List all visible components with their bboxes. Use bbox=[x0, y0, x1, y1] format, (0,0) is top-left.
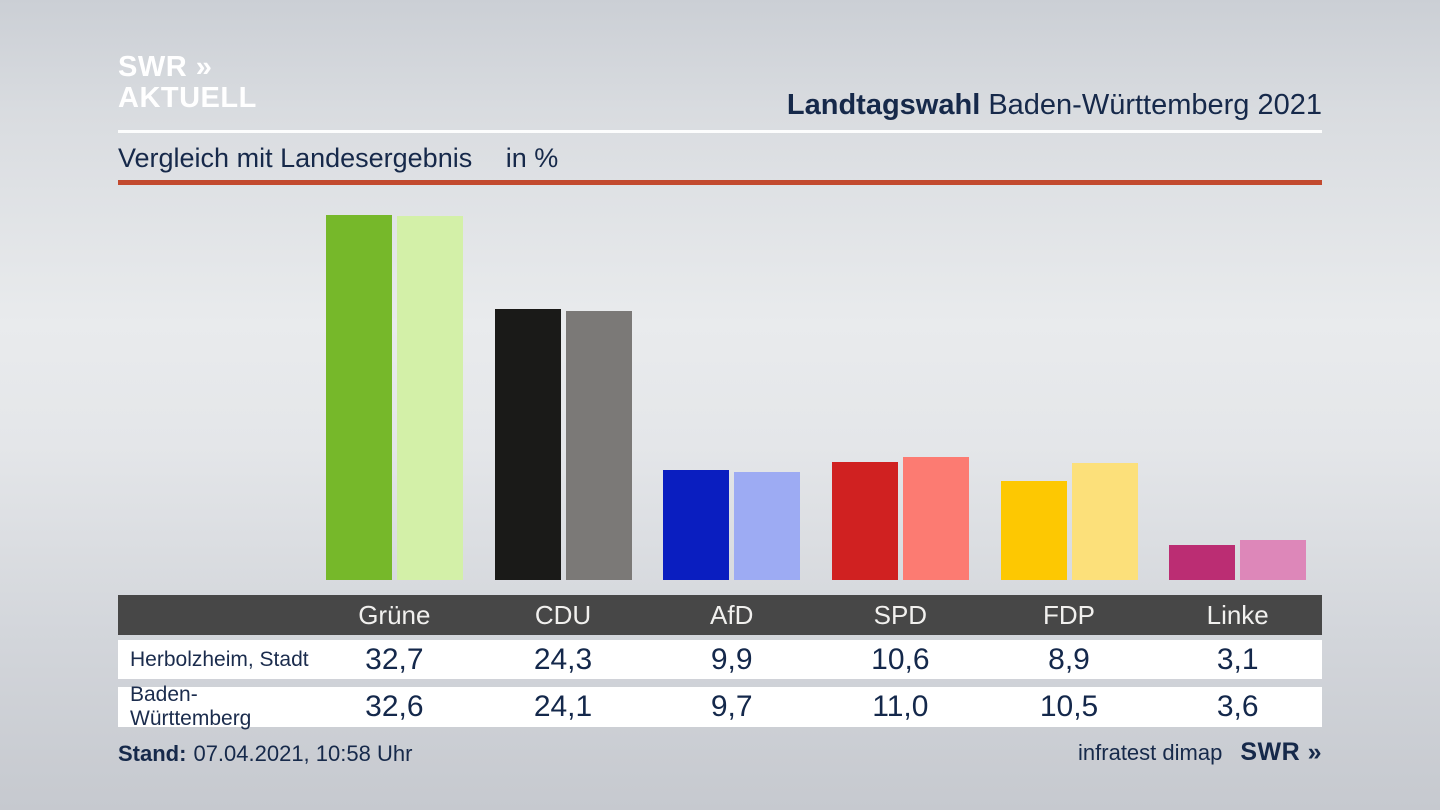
page-title-bold: Landtagswahl bbox=[786, 89, 981, 121]
party-header-fdp: FDP bbox=[1043, 599, 1096, 630]
party-header-afd: AfD bbox=[710, 599, 754, 630]
value-state-cdu: 24,1 bbox=[533, 690, 593, 723]
value-city-grüne: 32,7 bbox=[365, 642, 424, 676]
value-state-grüne: 32,6 bbox=[365, 690, 424, 723]
bar-state-spd bbox=[902, 457, 969, 580]
value-city-afd: 9,9 bbox=[710, 642, 753, 676]
bar-group-cdu bbox=[479, 190, 648, 580]
table-header-row: Grüne CDU AfD SPD FDP Linke bbox=[118, 595, 1322, 635]
value-city-cdu: 24,3 bbox=[533, 642, 593, 676]
stand-value: 07.04.2021, 10:58 Uhr bbox=[193, 741, 413, 766]
value-city-linke: 3,1 bbox=[1216, 642, 1259, 676]
bar-city-cdu bbox=[494, 308, 561, 580]
swr-logo: SWR » bbox=[1240, 738, 1322, 766]
subtitle-text: Vergleich mit Landesergebnis bbox=[118, 143, 473, 173]
stand-timestamp: Stand: 07.04.2021, 10:58 Uhr bbox=[118, 741, 412, 767]
value-state-fdp: 10,5 bbox=[1039, 690, 1099, 723]
value-city-spd: 10,6 bbox=[871, 642, 930, 676]
accent-divider bbox=[118, 180, 1322, 185]
bar-group-afd bbox=[647, 190, 816, 580]
bar-city-afd bbox=[663, 469, 730, 580]
row-label-state: Baden-Württemberg bbox=[130, 683, 252, 730]
bar-group-grüne bbox=[310, 190, 479, 580]
bar-state-grüne bbox=[396, 216, 463, 580]
stand-label: Stand: bbox=[118, 741, 187, 766]
bar-city-spd bbox=[831, 461, 898, 580]
value-state-linke: 3,6 bbox=[1216, 690, 1259, 723]
bar-group-fdp bbox=[985, 190, 1154, 580]
value-state-spd: 11,0 bbox=[872, 690, 929, 723]
party-header-cdu: CDU bbox=[534, 599, 592, 630]
bar-state-linke bbox=[1240, 539, 1307, 580]
value-state-afd: 9,7 bbox=[710, 690, 753, 723]
swr-aktuell-logo: SWR » AKTUELL bbox=[118, 52, 257, 114]
header-divider bbox=[118, 130, 1322, 133]
page-title-rest: Baden-Württemberg 2021 bbox=[988, 89, 1322, 121]
source-name: infratest dimap bbox=[1078, 740, 1223, 765]
party-header-spd: SPD bbox=[873, 599, 928, 630]
subtitle-unit: in % bbox=[505, 143, 559, 173]
source-attribution: infratest dimap SWR » bbox=[1078, 738, 1322, 767]
bar-city-grüne bbox=[325, 215, 392, 580]
bar-group-linke bbox=[1153, 190, 1322, 580]
bar-state-fdp bbox=[1071, 462, 1138, 580]
party-header-grüne: Grüne bbox=[358, 599, 431, 630]
party-header-linke: Linke bbox=[1206, 599, 1269, 630]
logo-line-1: SWR » bbox=[118, 51, 213, 83]
table-row-city: Herbolzheim, Stadt 32,7 24,3 9,9 10,6 8,9 3,1 bbox=[118, 640, 1322, 679]
bar-city-linke bbox=[1169, 545, 1236, 580]
page-title: Landtagswahl Baden-Württemberg 2021 bbox=[787, 89, 1322, 122]
bar-city-fdp bbox=[1000, 480, 1067, 580]
chart-subtitle: Vergleich mit Landesergebnis in % bbox=[118, 143, 558, 174]
bar-group-spd bbox=[816, 190, 985, 580]
table-row-state: Baden-Württemberg 32,6 24,1 9,7 11,0 10,5 3,6 bbox=[118, 683, 1322, 730]
bar-state-afd bbox=[734, 471, 801, 580]
bar-state-cdu bbox=[565, 311, 632, 580]
bar-chart bbox=[310, 190, 1322, 580]
logo-line-2: AKTUELL bbox=[118, 82, 257, 114]
row-label-city: Herbolzheim, Stadt bbox=[130, 647, 309, 671]
value-city-fdp: 8,9 bbox=[1048, 642, 1090, 676]
